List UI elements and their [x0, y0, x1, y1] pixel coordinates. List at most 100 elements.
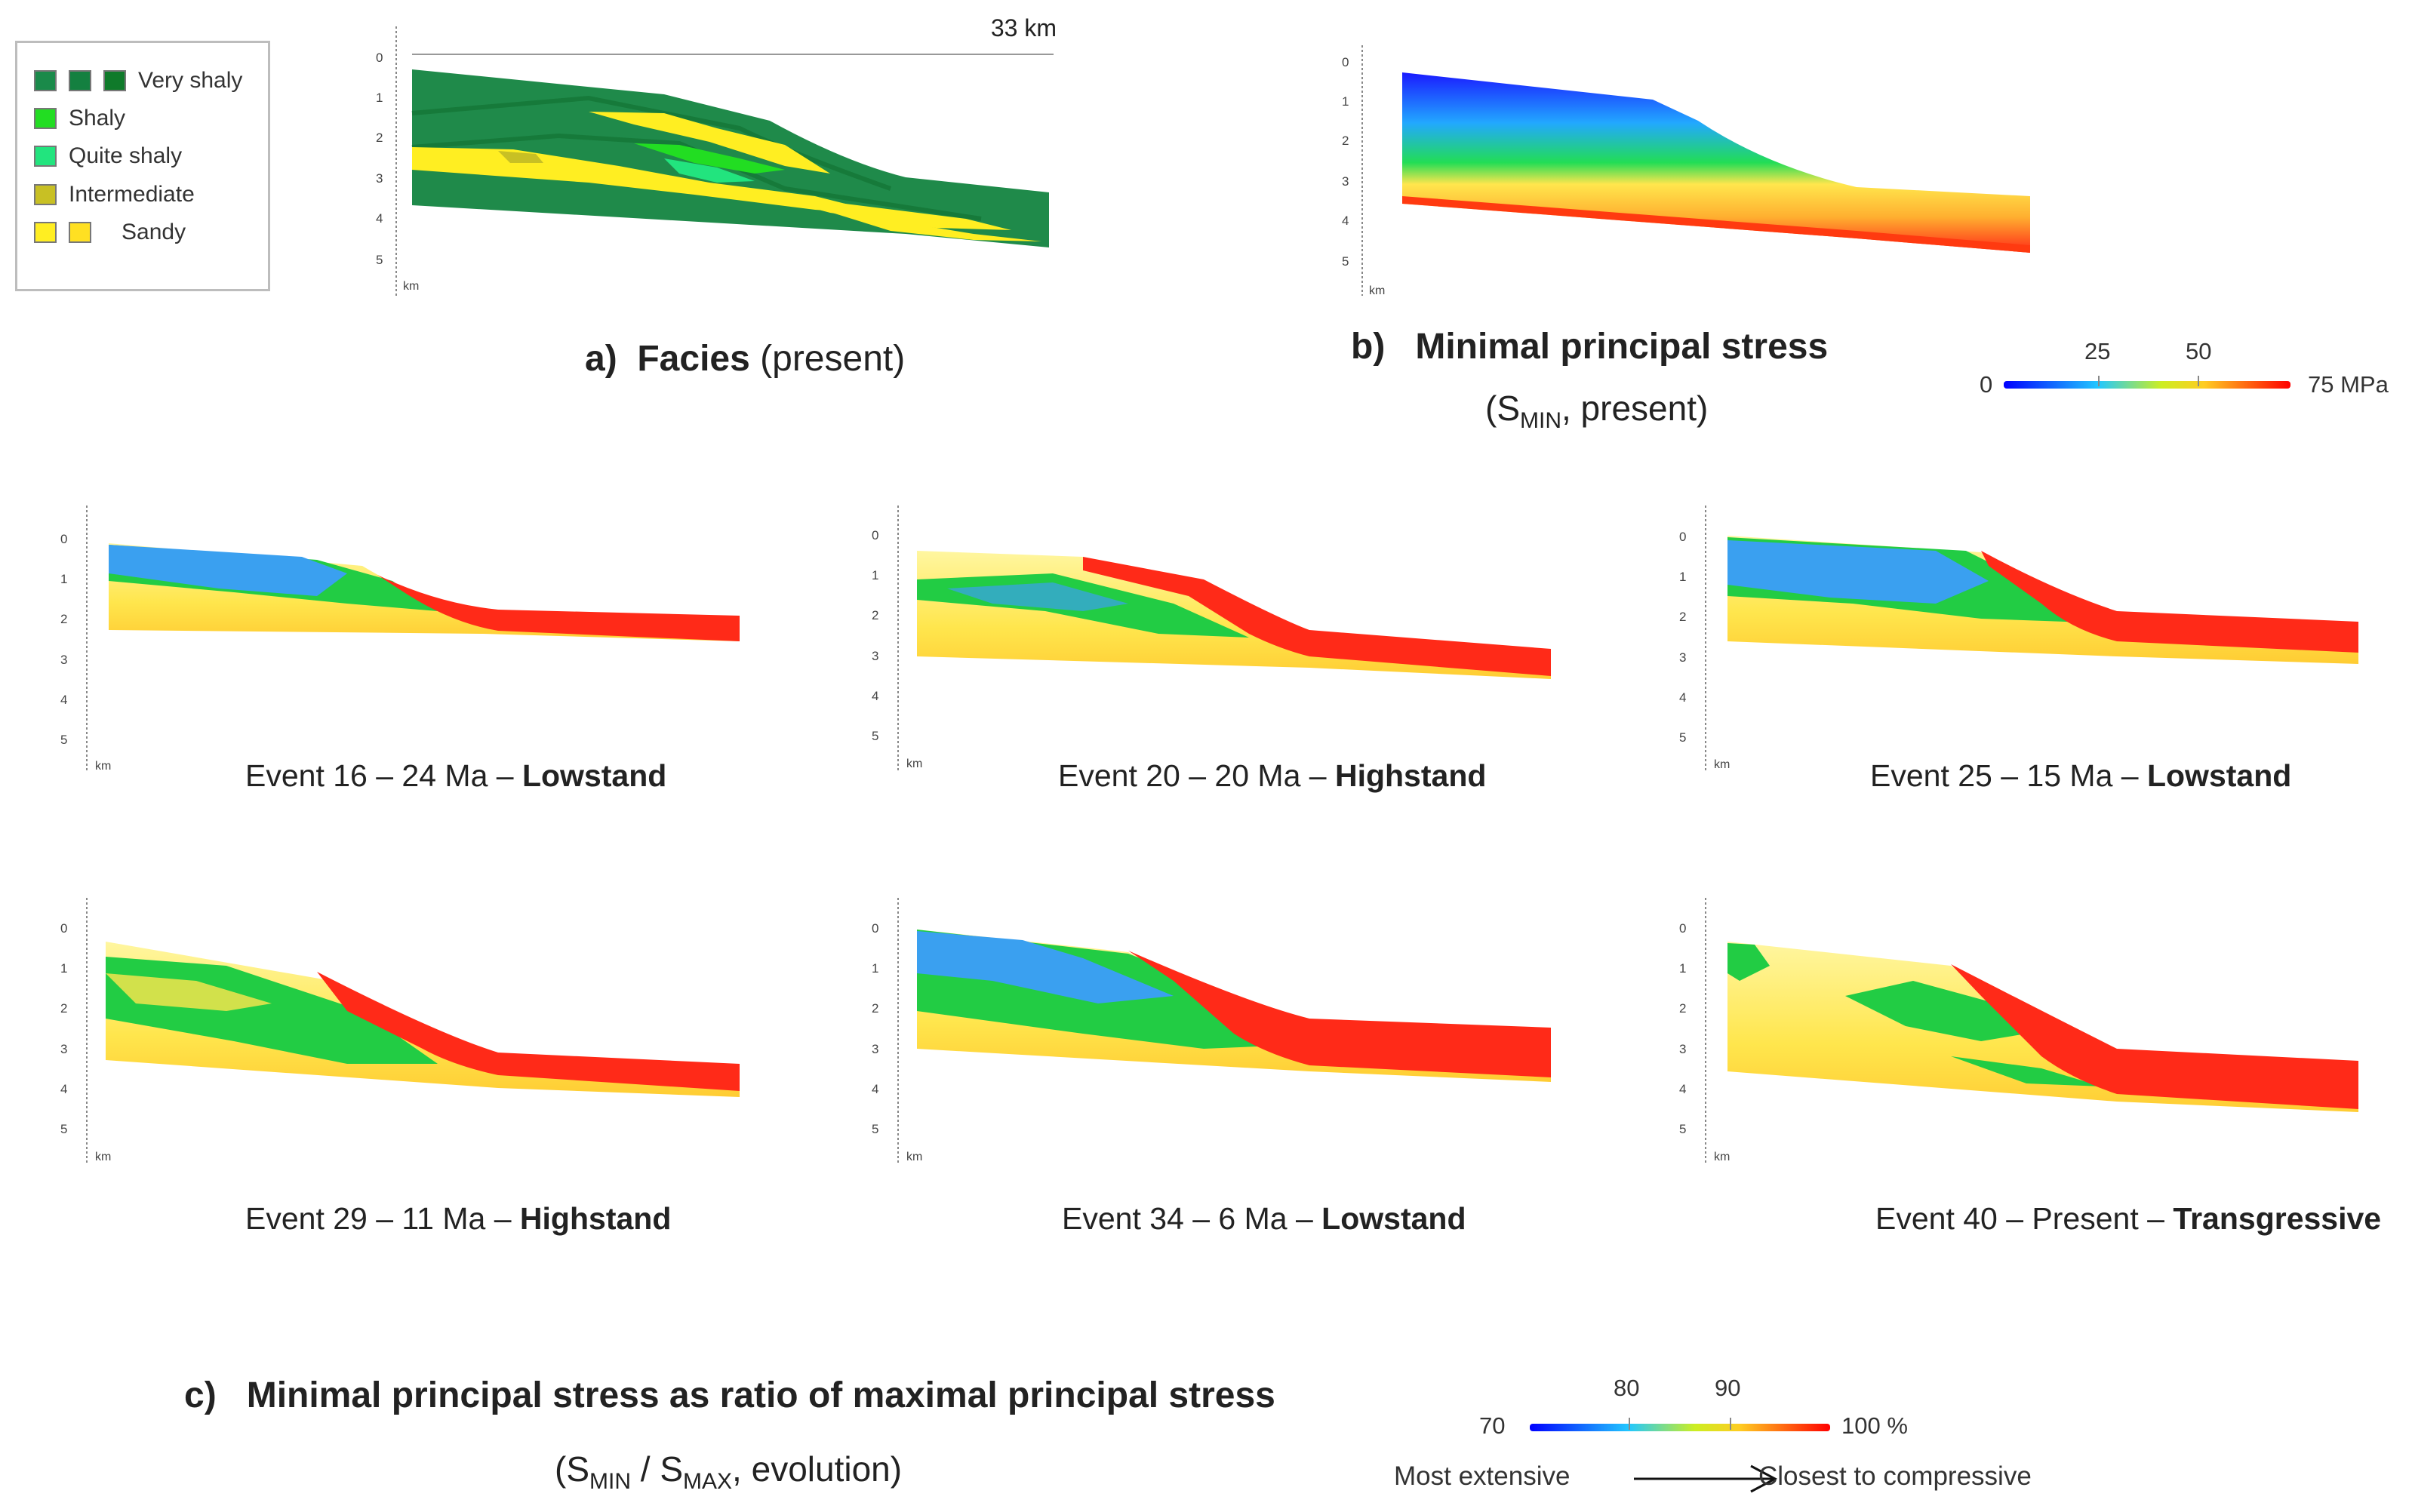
- legend-swatch: [69, 70, 91, 91]
- sand-body: [412, 147, 891, 215]
- colorbar-c-max: 100 %: [1841, 1412, 1908, 1439]
- depth-tick: 5: [376, 253, 383, 267]
- legend-item-very-shaly: Very shaly: [34, 66, 242, 96]
- svg-text:km: km: [95, 1151, 111, 1163]
- svg-text:2: 2: [60, 612, 67, 626]
- depth-tick: 5: [1342, 254, 1349, 269]
- colorbar-c-tick: [1629, 1418, 1630, 1430]
- svg-text:0: 0: [60, 532, 67, 546]
- legend-item-quite-shaly: Quite shaly: [34, 141, 182, 171]
- legend-swatch: [34, 146, 57, 167]
- svg-text:1: 1: [872, 568, 878, 582]
- svg-text:4: 4: [872, 689, 878, 703]
- depth-unit: km: [1369, 284, 1385, 297]
- stress-field: [1402, 72, 2030, 253]
- colorbar-b-tick-label: 25: [2084, 338, 2111, 364]
- svg-text:1: 1: [1679, 570, 1686, 584]
- event-section-34: 0 1 2 3 4 5 km: [872, 898, 1551, 1163]
- depth-tick: 3: [376, 171, 383, 186]
- depth-tick: 0: [1342, 55, 1349, 69]
- panel-c-subcaption: (SMIN / SMAX, evolution): [555, 1449, 903, 1495]
- svg-text:4: 4: [1679, 1082, 1686, 1096]
- smin-present-section: 0 1 2 3 4 5 km: [1342, 45, 2030, 297]
- panel-b-subcaption: (SMIN, present): [1485, 389, 1709, 434]
- colorbar-c-min: 70: [1479, 1412, 1506, 1439]
- svg-text:2: 2: [60, 1001, 67, 1016]
- legend-label: Very shaly: [138, 68, 243, 93]
- legend-swatch: [34, 70, 57, 91]
- depth-axis: 0 1 2 3 4 5 km: [376, 51, 419, 293]
- svg-text:km: km: [1714, 1151, 1730, 1163]
- svg-text:1: 1: [872, 961, 878, 976]
- legend-swatch: [34, 222, 57, 243]
- legend-item-sandy: Sandy: [34, 217, 186, 247]
- extensive-label: Most extensive: [1394, 1461, 1571, 1491]
- quite-shaly-body: [664, 158, 755, 183]
- svg-text:1: 1: [1679, 961, 1686, 976]
- colorbar-c-tick: [1730, 1418, 1731, 1430]
- colorbar-b-tick: [2098, 376, 2100, 386]
- svg-text:km: km: [906, 758, 922, 770]
- svg-text:1: 1: [60, 572, 67, 586]
- svg-text:km: km: [95, 760, 111, 773]
- event-section-20: 0 1 2 3 4 5 km: [872, 506, 1551, 771]
- svg-text:5: 5: [60, 1122, 67, 1136]
- svg-text:2: 2: [872, 608, 878, 622]
- legend-label: Quite shaly: [69, 143, 183, 168]
- svg-text:4: 4: [60, 693, 67, 707]
- svg-text:0: 0: [872, 528, 878, 542]
- event-section-16: 0 1 2 3 4 5 km: [60, 506, 740, 773]
- event-caption: Event 29 – 11 Ma – Highstand: [245, 1201, 672, 1236]
- depth-tick: 1: [376, 91, 383, 105]
- depth-tick: 4: [376, 211, 383, 226]
- svg-text:3: 3: [60, 653, 67, 667]
- colorbar-c: [1530, 1424, 1830, 1431]
- depth-tick: 0: [376, 51, 383, 65]
- colorbar-b-min: 0: [1980, 371, 1993, 398]
- svg-text:km: km: [906, 1151, 922, 1163]
- event-caption: Event 40 – Present – Transgressive: [1875, 1201, 2382, 1236]
- legend-item-intermediate: Intermediate: [34, 180, 195, 210]
- event-section-25: 0 1 2 3 4 5 km: [1679, 506, 2358, 771]
- legend-label: Shaly: [69, 106, 126, 131]
- compressive-label: Closest to compressive: [1758, 1461, 2032, 1491]
- svg-text:5: 5: [1679, 1122, 1686, 1136]
- svg-text:0: 0: [872, 921, 878, 936]
- svg-text:2: 2: [1679, 1001, 1686, 1016]
- event-caption: Event 25 – 15 Ma – Lowstand: [1870, 758, 2292, 793]
- svg-text:3: 3: [872, 1042, 878, 1056]
- svg-text:0: 0: [1679, 921, 1686, 936]
- event-section-29: 0 1 2 3 4 5 km: [60, 898, 740, 1163]
- panel-c-caption: c) Minimal principal stress as ratio of …: [184, 1375, 1275, 1415]
- colorbar-b-max: 75 MPa: [2308, 371, 2389, 398]
- legend-swatch: [34, 184, 57, 205]
- depth-tick: 2: [376, 131, 383, 145]
- svg-text:3: 3: [872, 649, 878, 663]
- panel-a-caption: a) Facies (present): [585, 339, 906, 379]
- sand-body: [823, 210, 1041, 241]
- intermediate-body: [498, 151, 543, 163]
- panel-b-caption: b) Minimal principal stress: [1351, 327, 1829, 367]
- depth-tick: 1: [1342, 94, 1349, 109]
- event-section-40: 0 1 2 3 4 5 km: [1679, 898, 2358, 1163]
- sand-body: [740, 189, 1011, 230]
- svg-text:5: 5: [872, 729, 878, 743]
- event-caption: Event 16 – 24 Ma – Lowstand: [245, 758, 667, 793]
- svg-text:4: 4: [872, 1082, 878, 1096]
- colorbar-b: [2004, 381, 2290, 389]
- event-caption: Event 34 – 6 Ma – Lowstand: [1062, 1201, 1466, 1236]
- sand-body: [589, 112, 830, 174]
- svg-text:2: 2: [872, 1001, 878, 1016]
- depth-axis: 0 1 2 3 4 5 km: [1342, 55, 1385, 297]
- svg-text:3: 3: [1679, 650, 1686, 665]
- svg-text:5: 5: [60, 733, 67, 747]
- depth-tick: 3: [1342, 174, 1349, 189]
- legend-swatch: [69, 222, 91, 243]
- depth-tick: 2: [1342, 134, 1349, 148]
- colorbar-b-tick: [2198, 376, 2199, 386]
- svg-text:3: 3: [60, 1042, 67, 1056]
- svg-text:5: 5: [1679, 730, 1686, 745]
- svg-text:2: 2: [1679, 610, 1686, 624]
- svg-text:1: 1: [60, 961, 67, 976]
- svg-text:0: 0: [60, 921, 67, 936]
